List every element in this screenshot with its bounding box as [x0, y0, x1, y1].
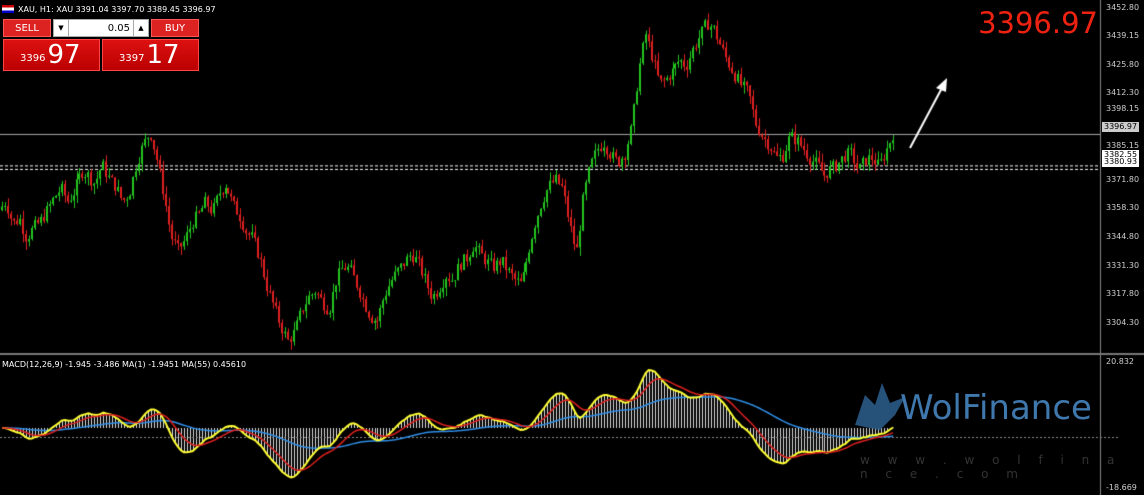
sell-quote-small: 3396 — [20, 53, 46, 64]
price-axis-label: 3317.80 — [1106, 289, 1140, 298]
price-axis-label: 3358.30 — [1106, 203, 1140, 212]
sell-quote[interactable]: 3396 97 — [3, 39, 100, 71]
wolf-logo-icon — [855, 383, 905, 430]
price-axis-label: 3452.80 — [1106, 3, 1140, 12]
symbol-info: XAU, H1: XAU 3391.04 3397.70 3389.45 339… — [18, 4, 216, 14]
macd-axis-bottom: -18.669 — [1106, 483, 1137, 492]
price-axis-label: 3385.15 — [1106, 141, 1140, 150]
price-axis-label: 3331.30 — [1106, 261, 1140, 270]
volume-stepper[interactable]: ▼ 0.05 ▲ — [53, 19, 149, 37]
chart-header: XAU, H1: XAU 3391.04 3397.70 3389.45 339… — [2, 2, 216, 16]
line-price-tag: 3380.93 — [1102, 157, 1140, 167]
buy-button[interactable]: BUY — [151, 19, 199, 37]
current-price-overlay: 3396.97 — [978, 6, 1098, 40]
volume-up-icon[interactable]: ▲ — [133, 20, 148, 36]
buy-quote-large: 17 — [146, 40, 180, 70]
watermark-brand: WolFinance — [900, 388, 1092, 428]
price-axis-label: 3398.15 — [1106, 104, 1140, 113]
macd-axis-top: 20.832 — [1106, 357, 1134, 366]
price-axis-label: 3425.80 — [1106, 60, 1140, 69]
price-axis-label: 3439.15 — [1106, 31, 1140, 40]
sell-quote-large: 97 — [47, 40, 81, 70]
macd-label: MACD(12,26,9) -1.945 -3.486 MA(1) -1.945… — [2, 360, 247, 369]
buy-quote[interactable]: 3397 17 — [102, 39, 199, 71]
price-axis-label: 3344.80 — [1106, 232, 1140, 241]
watermark-url: w w w . w o l f i n a n c e . c o m — [860, 453, 1122, 481]
line-price-tag: 3382.55 — [1102, 150, 1140, 160]
sell-button[interactable]: SELL — [3, 19, 51, 37]
one-click-trading-panel: SELL ▼ 0.05 ▲ BUY 3396 97 3397 17 — [3, 19, 199, 71]
price-axis-label: 3304.30 — [1106, 318, 1140, 327]
current-price-tag: 3396.97 — [1102, 122, 1140, 132]
volume-input[interactable]: 0.05 — [107, 22, 130, 34]
volume-down-icon[interactable]: ▼ — [54, 20, 69, 36]
price-axis-label: 3412.30 — [1106, 88, 1140, 97]
flag-icon — [2, 5, 14, 13]
price-axis-label: 3371.80 — [1106, 175, 1140, 184]
buy-quote-small: 3397 — [119, 53, 145, 64]
